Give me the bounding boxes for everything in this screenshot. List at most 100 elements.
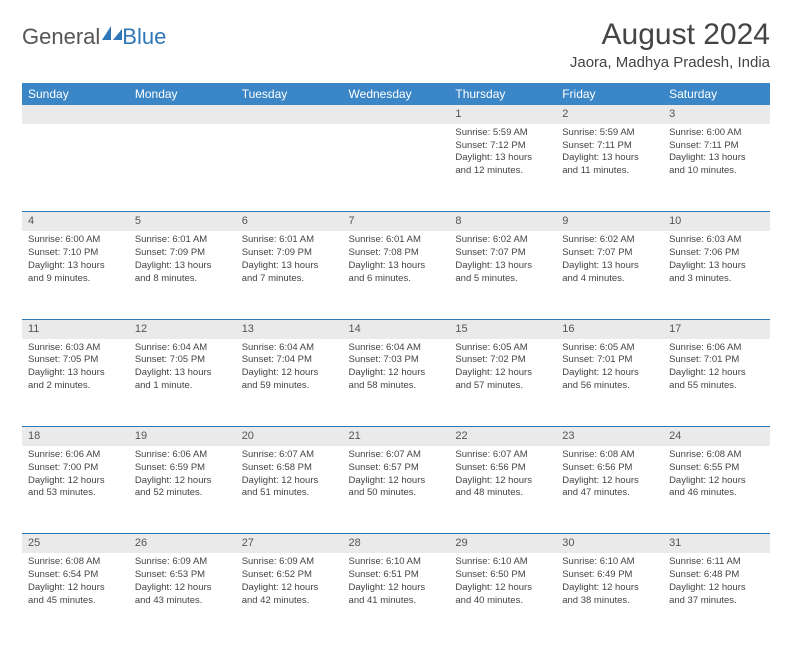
sunrise-line: Sunrise: 6:10 AM	[455, 556, 550, 569]
sunrise-line: Sunrise: 6:02 AM	[455, 234, 550, 247]
day-details: Sunrise: 6:07 AMSunset: 6:58 PMDaylight:…	[236, 446, 343, 504]
daylight-line: Daylight: 12 hours and 47 minutes.	[562, 475, 657, 501]
sunset-line: Sunset: 7:12 PM	[455, 140, 550, 153]
sunset-line: Sunset: 7:07 PM	[562, 247, 657, 260]
sunrise-line: Sunrise: 6:05 AM	[455, 342, 550, 355]
sunrise-line: Sunrise: 6:06 AM	[669, 342, 764, 355]
sunset-line: Sunset: 7:09 PM	[242, 247, 337, 260]
day-details: Sunrise: 6:01 AMSunset: 7:08 PMDaylight:…	[343, 231, 450, 289]
daylight-line: Daylight: 12 hours and 50 minutes.	[349, 475, 444, 501]
calendar-table: Sunday Monday Tuesday Wednesday Thursday…	[22, 83, 770, 641]
day-number-cell: 31	[663, 534, 770, 553]
day-details: Sunrise: 6:10 AMSunset: 6:51 PMDaylight:…	[343, 553, 450, 611]
weekday-header: Wednesday	[343, 83, 450, 105]
sunset-line: Sunset: 6:55 PM	[669, 462, 764, 475]
day-number-cell: 14	[343, 319, 450, 338]
brand-part2: Blue	[122, 24, 166, 50]
sunrise-line: Sunrise: 6:05 AM	[562, 342, 657, 355]
day-details: Sunrise: 6:04 AMSunset: 7:04 PMDaylight:…	[236, 339, 343, 397]
sunrise-line: Sunrise: 6:04 AM	[242, 342, 337, 355]
day-details: Sunrise: 6:04 AMSunset: 7:03 PMDaylight:…	[343, 339, 450, 397]
day-body-cell: Sunrise: 6:03 AMSunset: 7:06 PMDaylight:…	[663, 231, 770, 319]
sunrise-line: Sunrise: 6:08 AM	[28, 556, 123, 569]
daylight-line: Daylight: 13 hours and 2 minutes.	[28, 367, 123, 393]
day-number-cell: 5	[129, 212, 236, 231]
day-body-cell: Sunrise: 5:59 AMSunset: 7:12 PMDaylight:…	[449, 124, 556, 212]
daylight-line: Daylight: 13 hours and 3 minutes.	[669, 260, 764, 286]
sunrise-line: Sunrise: 6:09 AM	[242, 556, 337, 569]
day-body-cell: Sunrise: 6:03 AMSunset: 7:05 PMDaylight:…	[22, 339, 129, 427]
sunrise-line: Sunrise: 6:11 AM	[669, 556, 764, 569]
daylight-line: Daylight: 12 hours and 41 minutes.	[349, 582, 444, 608]
day-number-cell: 23	[556, 427, 663, 446]
sunset-line: Sunset: 6:51 PM	[349, 569, 444, 582]
day-body-cell: Sunrise: 6:02 AMSunset: 7:07 PMDaylight:…	[449, 231, 556, 319]
day-body-cell: Sunrise: 6:05 AMSunset: 7:02 PMDaylight:…	[449, 339, 556, 427]
sunset-line: Sunset: 6:56 PM	[562, 462, 657, 475]
day-number-row: 45678910	[22, 212, 770, 231]
weekday-header-row: Sunday Monday Tuesday Wednesday Thursday…	[22, 83, 770, 105]
header: General Blue August 2024 Jaora, Madhya P…	[22, 18, 770, 71]
day-body-cell: Sunrise: 6:09 AMSunset: 6:52 PMDaylight:…	[236, 553, 343, 641]
day-details: Sunrise: 6:06 AMSunset: 7:00 PMDaylight:…	[22, 446, 129, 504]
sunrise-line: Sunrise: 6:03 AM	[669, 234, 764, 247]
sunrise-line: Sunrise: 6:08 AM	[669, 449, 764, 462]
calendar-page: General Blue August 2024 Jaora, Madhya P…	[0, 0, 792, 651]
sunset-line: Sunset: 6:53 PM	[135, 569, 230, 582]
day-number-row: 18192021222324	[22, 427, 770, 446]
day-details: Sunrise: 6:06 AMSunset: 6:59 PMDaylight:…	[129, 446, 236, 504]
title-block: August 2024 Jaora, Madhya Pradesh, India	[570, 18, 770, 71]
day-details: Sunrise: 6:09 AMSunset: 6:52 PMDaylight:…	[236, 553, 343, 611]
day-details: Sunrise: 6:08 AMSunset: 6:54 PMDaylight:…	[22, 553, 129, 611]
day-body-cell: Sunrise: 5:59 AMSunset: 7:11 PMDaylight:…	[556, 124, 663, 212]
sunset-line: Sunset: 7:06 PM	[669, 247, 764, 260]
sunrise-line: Sunrise: 6:04 AM	[349, 342, 444, 355]
brand-part1: General	[22, 24, 100, 50]
sunrise-line: Sunrise: 6:07 AM	[455, 449, 550, 462]
daylight-line: Daylight: 12 hours and 56 minutes.	[562, 367, 657, 393]
weekday-header: Sunday	[22, 83, 129, 105]
day-body-row: Sunrise: 6:08 AMSunset: 6:54 PMDaylight:…	[22, 553, 770, 641]
day-number-row: 11121314151617	[22, 319, 770, 338]
day-body-cell: Sunrise: 6:08 AMSunset: 6:55 PMDaylight:…	[663, 446, 770, 534]
day-details: Sunrise: 6:11 AMSunset: 6:48 PMDaylight:…	[663, 553, 770, 611]
day-body-cell: Sunrise: 6:04 AMSunset: 7:05 PMDaylight:…	[129, 339, 236, 427]
daylight-line: Daylight: 12 hours and 45 minutes.	[28, 582, 123, 608]
day-number-cell: 2	[556, 105, 663, 124]
day-number-cell: 21	[343, 427, 450, 446]
day-body-cell: Sunrise: 6:04 AMSunset: 7:03 PMDaylight:…	[343, 339, 450, 427]
sunset-line: Sunset: 7:10 PM	[28, 247, 123, 260]
day-body-cell: Sunrise: 6:09 AMSunset: 6:53 PMDaylight:…	[129, 553, 236, 641]
sunrise-line: Sunrise: 6:01 AM	[135, 234, 230, 247]
day-number-cell: 30	[556, 534, 663, 553]
sunset-line: Sunset: 6:58 PM	[242, 462, 337, 475]
daylight-line: Daylight: 12 hours and 37 minutes.	[669, 582, 764, 608]
daylight-line: Daylight: 12 hours and 46 minutes.	[669, 475, 764, 501]
weekday-header: Thursday	[449, 83, 556, 105]
weekday-header: Monday	[129, 83, 236, 105]
sunrise-line: Sunrise: 6:00 AM	[28, 234, 123, 247]
day-body-cell: Sunrise: 6:00 AMSunset: 7:11 PMDaylight:…	[663, 124, 770, 212]
day-number-cell: 13	[236, 319, 343, 338]
sunrise-line: Sunrise: 6:09 AM	[135, 556, 230, 569]
day-body-cell: Sunrise: 6:05 AMSunset: 7:01 PMDaylight:…	[556, 339, 663, 427]
day-body-cell	[129, 124, 236, 212]
sunrise-line: Sunrise: 6:08 AM	[562, 449, 657, 462]
day-number-cell: 4	[22, 212, 129, 231]
day-details: Sunrise: 6:05 AMSunset: 7:02 PMDaylight:…	[449, 339, 556, 397]
daylight-line: Daylight: 13 hours and 4 minutes.	[562, 260, 657, 286]
brand-logo: General Blue	[22, 24, 166, 50]
day-details: Sunrise: 6:08 AMSunset: 6:55 PMDaylight:…	[663, 446, 770, 504]
daylight-line: Daylight: 12 hours and 40 minutes.	[455, 582, 550, 608]
daylight-line: Daylight: 12 hours and 57 minutes.	[455, 367, 550, 393]
day-body-cell: Sunrise: 6:11 AMSunset: 6:48 PMDaylight:…	[663, 553, 770, 641]
sunrise-line: Sunrise: 6:04 AM	[135, 342, 230, 355]
day-number-cell: 3	[663, 105, 770, 124]
day-details: Sunrise: 6:07 AMSunset: 6:56 PMDaylight:…	[449, 446, 556, 504]
sunset-line: Sunset: 6:49 PM	[562, 569, 657, 582]
daylight-line: Daylight: 13 hours and 9 minutes.	[28, 260, 123, 286]
day-details: Sunrise: 5:59 AMSunset: 7:12 PMDaylight:…	[449, 124, 556, 182]
location-label: Jaora, Madhya Pradesh, India	[570, 54, 770, 71]
sunset-line: Sunset: 7:00 PM	[28, 462, 123, 475]
daylight-line: Daylight: 13 hours and 8 minutes.	[135, 260, 230, 286]
